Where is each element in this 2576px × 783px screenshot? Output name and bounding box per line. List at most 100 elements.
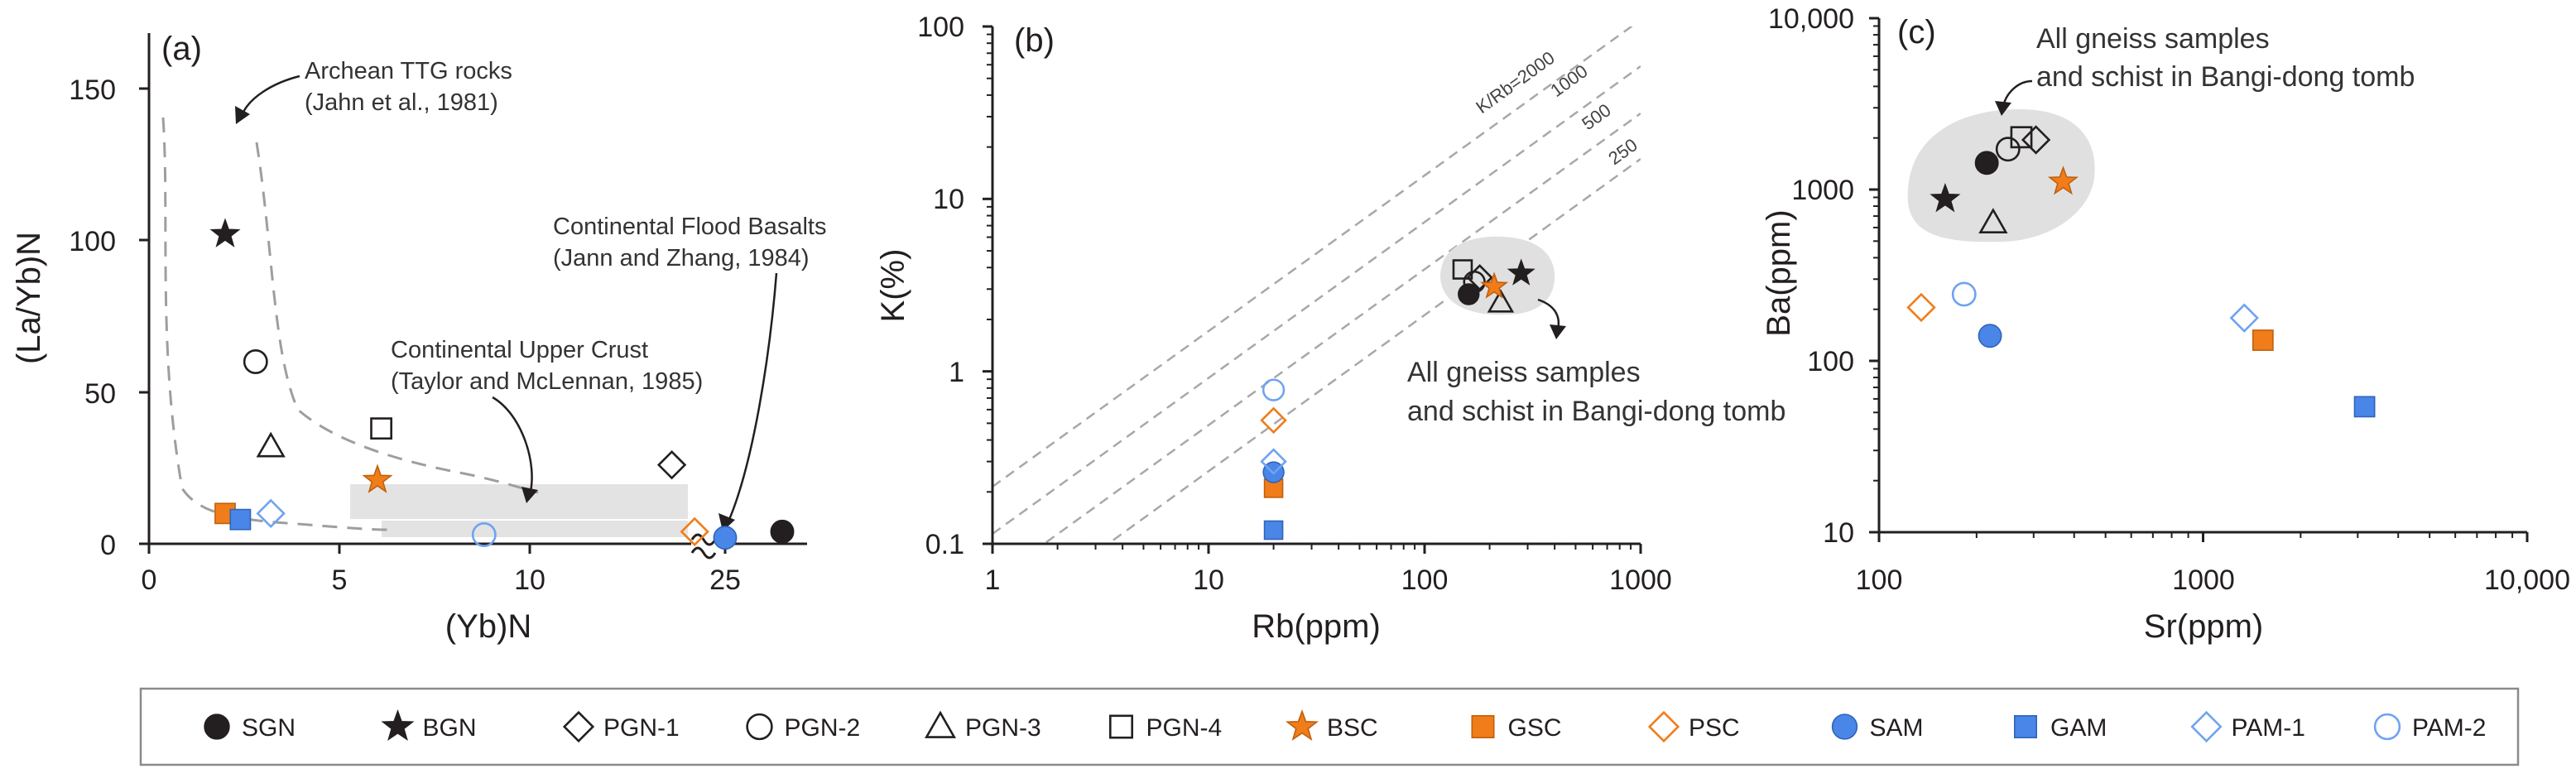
legend-marker-pgn-1 [562, 710, 595, 743]
point-a-gam [229, 508, 252, 531]
b-xlabel: Rb(ppm) [1252, 608, 1381, 645]
point-a-sam [713, 526, 738, 550]
c-ytick-1000: 1000 [1791, 175, 1854, 206]
point-a-psc [680, 516, 709, 547]
legend-marker-pgn-3 [924, 710, 957, 738]
a-axis-break [690, 533, 717, 560]
legend-label-pam-1: PAM-1 [2232, 714, 2305, 742]
panel-c: 10 100 1000 10,000 100 1000 10,000 (c) S… [1761, 3, 2570, 645]
b-panel-label: (b) [1014, 22, 1055, 59]
legend-label-pam-2: PAM-2 [2412, 714, 2486, 742]
a-upper-arrowhead [521, 487, 538, 503]
point-a-pgn-3 [256, 431, 286, 458]
legend-label-psc: PSC [1689, 714, 1740, 742]
legend-item-pam-2: PAM-2 [2373, 713, 2486, 742]
point-c-psc [1906, 292, 1936, 323]
legend-marker-pam-2 [2373, 713, 2401, 741]
legend-marker-bsc [1285, 709, 1319, 741]
legend-item-pgn-2: PGN-2 [746, 713, 861, 742]
point-b-psc [1260, 406, 1287, 435]
b-xtick-1000: 1000 [1609, 564, 1672, 596]
b-gneiss-cluster [1440, 236, 1555, 315]
b-annotation-1: All gneiss samples [1407, 357, 1641, 388]
c-xtick-10000: 10,000 [2484, 564, 2570, 596]
b-ytick-0.1: 0.1 [925, 529, 964, 560]
a-panel-label: (a) [161, 31, 202, 67]
point-a-pam-2 [471, 522, 497, 547]
legend-box [139, 687, 2520, 766]
b-ratio-line-2000 [992, 26, 1634, 488]
b-ratio-line-250 [1106, 157, 1641, 544]
point-c-pgn-2 [1995, 137, 2021, 162]
legend-marker-psc [1647, 710, 1680, 743]
legend-label-gsc: GSC [1508, 714, 1562, 742]
legend-item-sam: SAM [1831, 713, 1924, 742]
legend-item-psc: PSC [1647, 710, 1740, 743]
b-ticks [983, 25, 1642, 554]
point-c-pam-2 [1951, 281, 1977, 307]
point-a-sgn [770, 519, 795, 544]
a-xlabel: (Yb)N [445, 608, 531, 645]
a-x-ticks: 0 5 10 25 [142, 544, 741, 596]
point-c-pgn-3 [1978, 208, 2008, 233]
a-ttg-arrowhead [235, 106, 250, 124]
b-xtick-10: 10 [1193, 564, 1224, 596]
legend-label-pgn-3: PGN-3 [965, 714, 1041, 742]
b-ytick-100: 100 [917, 12, 964, 43]
a-ytick-50: 50 [84, 378, 116, 410]
c-panel-label: (c) [1897, 14, 1936, 50]
legend-item-bsc: BSC [1285, 709, 1378, 742]
legend-item-pgn-4: PGN-4 [1109, 714, 1223, 742]
b-ytick-10: 10 [933, 184, 964, 215]
legend-item-bgn: BGN [381, 709, 477, 742]
panel-b-points [1260, 258, 1536, 540]
panel-a: 0 50 100 150 0 5 10 25 (a) (Yb)N (La/Yb)… [11, 31, 826, 645]
legend-item-pgn-1: PGN-1 [562, 710, 680, 743]
b-ratio-lines [992, 26, 1641, 544]
b-ratio-line-500 [1042, 112, 1641, 544]
legend-marker-pgn-4 [1109, 714, 1134, 739]
legend-label-pgn-4: PGN-4 [1146, 714, 1223, 742]
point-c-bsc [2047, 166, 2079, 195]
upper-crust-band-a [350, 484, 688, 519]
ttg-envelope-inner [255, 142, 539, 494]
point-c-pgn-1 [2021, 125, 2051, 155]
point-a-pam-1 [256, 498, 286, 529]
a-upper-label-2: (Taylor and McLennan, 1985) [391, 368, 703, 395]
point-b-sgn [1458, 283, 1480, 305]
a-ttg-arrow [240, 74, 300, 117]
c-annotation-arrow [2002, 79, 2033, 107]
c-xlabel: Sr(ppm) [2144, 608, 2263, 645]
a-xtick-5: 5 [332, 564, 348, 596]
legend-marker-gam [2014, 714, 2038, 738]
c-ylabel: Ba(ppm) [1761, 209, 1797, 336]
point-c-sam [1978, 324, 2002, 348]
legend-items: SGN BGN PGN-1 PGN-2 PGN-3 PGN-4 BSC GSC PSC SAM GA… [204, 709, 2486, 743]
legend-marker-bgn [381, 709, 415, 741]
legend-item-pam-1: PAM-1 [2190, 710, 2305, 743]
b-annotation-2: and schist in Bangi-dong tomb [1407, 396, 1785, 427]
b-xtick-1: 1 [985, 564, 1001, 596]
a-ylabel: (La/Yb)N [11, 232, 47, 364]
b-xtick-100: 100 [1401, 564, 1449, 596]
legend-marker-pgn-2 [746, 713, 773, 741]
c-ytick-10: 10 [1823, 517, 1854, 549]
panel-b: K/Rb=2000 1000 500 250 0.1 1 10 100 1 10… [875, 12, 1785, 645]
upper-crust-band-b [382, 521, 688, 537]
legend-label-pgn-2: PGN-2 [785, 714, 861, 742]
ttg-envelope-outer [161, 117, 390, 531]
c-ytick-10000: 10,000 [1768, 3, 1854, 35]
a-xtick-0: 0 [142, 564, 157, 596]
legend-marker-sgn [204, 713, 230, 740]
legend-item-pgn-3: PGN-3 [924, 710, 1041, 742]
a-flood-label-1: Continental Flood Basalts [553, 214, 826, 240]
panel-c-points [1906, 125, 2376, 418]
panel-a-points [209, 218, 795, 550]
a-upper-label-1: Continental Upper Crust [391, 337, 648, 363]
a-upper-arrow [492, 396, 533, 496]
point-c-gam [2353, 396, 2376, 418]
legend-label-gam: GAM [2050, 714, 2107, 742]
point-c-pam-1 [2229, 303, 2259, 333]
b-ratio-label-250: 250 [1604, 134, 1641, 169]
